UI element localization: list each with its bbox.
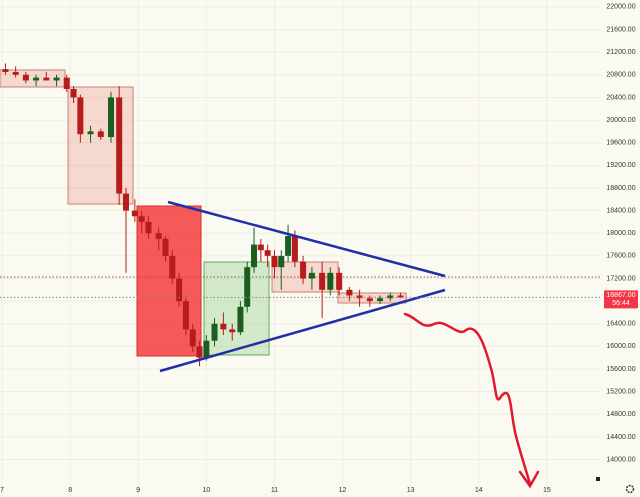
candle-body xyxy=(155,233,162,239)
candle-body xyxy=(300,261,307,279)
trend-line xyxy=(167,200,446,278)
y-tick-label: 18400.00 xyxy=(606,207,635,214)
candle-body xyxy=(264,250,271,256)
countdown: 56:44 xyxy=(612,300,630,307)
y-tick-label: 19600.00 xyxy=(606,140,635,147)
y-tick-label: 18000.00 xyxy=(606,230,635,237)
y-tick-label: 17600.00 xyxy=(606,253,635,260)
candle-body xyxy=(43,77,50,81)
candle-body xyxy=(244,267,251,307)
price-tag-label: 16867.00 xyxy=(606,292,635,299)
candle-body xyxy=(77,97,84,135)
candle-body xyxy=(70,88,77,98)
candle-body xyxy=(336,272,343,290)
x-tick-label: 9 xyxy=(136,487,140,494)
y-tick-label: 14000.00 xyxy=(606,456,635,463)
candle-body xyxy=(319,272,326,290)
y-tick-label: 15600.00 xyxy=(606,366,635,373)
y-tick-label: 22000.00 xyxy=(606,4,635,11)
grid xyxy=(0,0,600,497)
candle-body xyxy=(116,97,123,194)
candle-body xyxy=(211,323,218,341)
candle-body xyxy=(220,323,227,330)
y-tick-label: 20400.00 xyxy=(606,94,635,101)
x-tick-label: 8 xyxy=(68,487,72,494)
candle-body xyxy=(12,71,19,75)
candle-body xyxy=(108,97,115,138)
y-tick-label: 14400.00 xyxy=(606,434,635,441)
y-tick-label: 16000.00 xyxy=(606,343,635,350)
x-tick-label: 12 xyxy=(339,487,347,494)
x-tick-label: 13 xyxy=(407,487,415,494)
candle-body xyxy=(2,69,9,72)
y-tick-label: 15200.00 xyxy=(606,388,635,395)
candle-body xyxy=(203,340,210,358)
candle-body xyxy=(257,244,264,251)
trend-line xyxy=(159,288,446,373)
range-box xyxy=(337,292,407,304)
candles xyxy=(2,63,404,367)
candle-body xyxy=(366,298,373,302)
candle-body xyxy=(308,272,315,279)
x-tick-label: 10 xyxy=(202,487,210,494)
candle-body xyxy=(145,221,152,234)
candle-body xyxy=(285,236,292,256)
x-tick-label: 15 xyxy=(543,487,551,494)
candle-body xyxy=(169,255,176,279)
candle-body xyxy=(278,255,285,268)
range-box xyxy=(203,261,270,356)
y-tick-label: 21600.00 xyxy=(606,26,635,33)
candle-body xyxy=(22,74,29,81)
trend-lines xyxy=(159,200,540,489)
candle-body xyxy=(63,77,70,89)
candle-body xyxy=(97,131,104,138)
candle-body xyxy=(53,77,60,81)
candle-body xyxy=(33,77,40,81)
x-tick-label: 14 xyxy=(475,487,483,494)
price-tag xyxy=(604,290,638,309)
candle-body xyxy=(291,236,298,262)
settings-icon[interactable] xyxy=(625,484,635,494)
candle-body xyxy=(346,289,353,296)
candle-body xyxy=(162,238,169,256)
candle-body xyxy=(122,193,129,211)
candle-body xyxy=(356,295,363,299)
arrow-head xyxy=(518,470,540,489)
candle-body xyxy=(189,329,196,347)
icon[interactable] xyxy=(596,477,600,481)
candle-body xyxy=(182,301,189,330)
y-tick-label: 14800.00 xyxy=(606,411,635,418)
candle-body xyxy=(229,329,236,333)
x-tick-label: 7 xyxy=(0,487,4,494)
candle-body xyxy=(176,278,183,302)
candle-body xyxy=(196,346,203,358)
candle-body xyxy=(251,244,258,268)
y-tick-label: 20000.00 xyxy=(606,117,635,124)
hand-drawn-arrow xyxy=(403,312,532,486)
x-tick-label: 11 xyxy=(271,487,278,494)
candle-body xyxy=(327,272,334,290)
candle-body xyxy=(87,131,94,135)
candle-body xyxy=(377,298,384,302)
y-tick-label: 18800.00 xyxy=(606,185,635,192)
y-tick-label: 20800.00 xyxy=(606,72,635,79)
candle-body xyxy=(131,210,138,217)
candle-body xyxy=(271,255,278,268)
y-tick-label: 21200.00 xyxy=(606,49,635,56)
y-tick-label: 17200.00 xyxy=(606,275,635,282)
candle-body xyxy=(138,216,145,222)
candle-body xyxy=(387,295,394,299)
candle-body xyxy=(237,306,244,333)
y-tick-label: 19200.00 xyxy=(606,162,635,169)
y-tick-label: 16400.00 xyxy=(606,321,635,328)
candle-body xyxy=(397,295,404,298)
